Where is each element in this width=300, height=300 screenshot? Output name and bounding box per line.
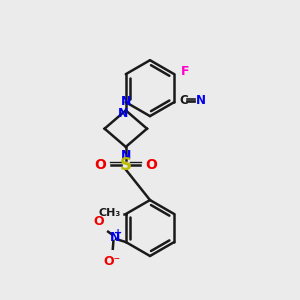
Text: N: N — [110, 231, 120, 244]
Text: N: N — [121, 149, 131, 162]
Text: N: N — [118, 107, 129, 121]
Text: O⁻: O⁻ — [103, 255, 121, 268]
Text: CH₃: CH₃ — [98, 208, 121, 218]
Text: O: O — [94, 158, 106, 172]
Text: +: + — [114, 228, 122, 238]
Text: N: N — [196, 94, 206, 107]
Text: C: C — [179, 94, 188, 107]
Text: O: O — [146, 158, 158, 172]
Text: S: S — [120, 156, 132, 174]
Text: N: N — [121, 95, 131, 108]
Text: F: F — [181, 65, 189, 78]
Text: O: O — [94, 215, 104, 228]
